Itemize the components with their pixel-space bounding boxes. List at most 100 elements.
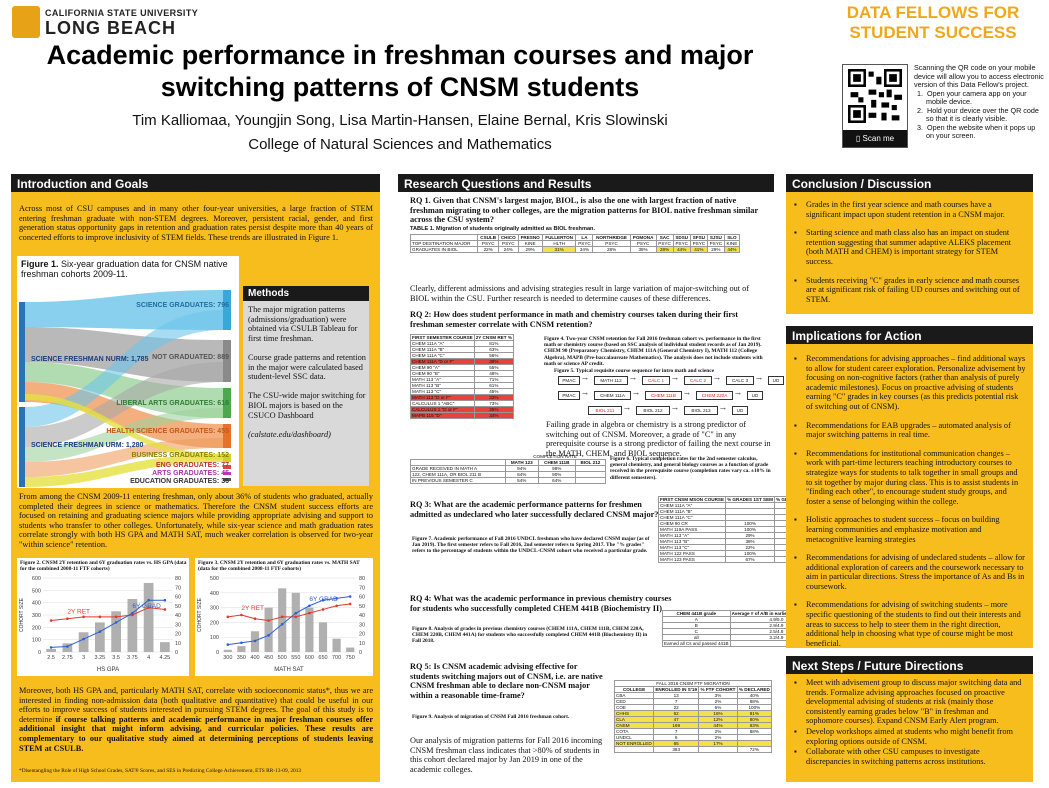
table-row: 383 72% (613, 746, 773, 753)
scan-me-bar: ▯ Scan me (843, 130, 907, 147)
lb-mark-icon (12, 6, 40, 38)
arrow-icon: → (735, 390, 741, 398)
series-point (280, 615, 284, 619)
cohort-bar (346, 647, 355, 652)
series-point (348, 602, 352, 606)
qr-intro: Scanning the QR code on your mobile devi… (914, 63, 1044, 89)
qr-instructions: Scanning the QR code on your mobile devi… (914, 63, 1044, 141)
implication-item: Recommendations for institutional commun… (794, 449, 1026, 507)
table-cell: PSYC (689, 240, 708, 247)
series-point (114, 621, 118, 624)
fig5-caption: Figure 5. Typical requisite course seque… (554, 368, 715, 374)
table-cell: TOP DESTINATION MAJOR (409, 240, 479, 247)
fig9-caption: Figure 9. Analysis of migration of CNSM … (412, 714, 570, 720)
methods-p2: Course grade patterns and retention in t… (248, 352, 366, 382)
implications-heading: Implications for Action (786, 326, 1033, 344)
table-header-cell: NORTHRIDGE (592, 234, 631, 241)
series-point (163, 598, 167, 602)
cohort-bar (127, 598, 138, 652)
table3-grid: MATH 123 CHEM 111B BIOL 212 GRADE RECEIVED … (410, 459, 607, 484)
research-panel: Research Questions and Results RQ 1. Giv… (398, 174, 856, 782)
series-point (147, 606, 150, 609)
table-cell: MATH 123 PASS (657, 556, 727, 563)
y-tick-label: 100 (32, 638, 41, 644)
fig2-caption: Figure 2. CNSM 2Y retention and 6Y gradu… (20, 560, 187, 573)
course-box: BIOL 213 (684, 406, 718, 415)
y-tick-label: 300 (32, 613, 41, 619)
sankey-right-3: LIBERAL ARTS GRADUATES: 616 (116, 400, 229, 407)
qr-code[interactable]: ▯ Scan me (842, 64, 908, 148)
table1-grid: CSULB CHICO FRESNO FULLERTON LA NORTHRIDGE POM… (409, 234, 741, 253)
table-cell: 67% (725, 556, 776, 563)
y2-tick-label: 50 (359, 604, 365, 610)
rq3: RQ 3: What are the academic performance … (410, 500, 659, 519)
x-tick-label: 3.5 (112, 655, 120, 661)
sankey-right-8: EDUCATION GRADUATES: 36 (130, 478, 229, 485)
table-row: TOP DESTINATION MAJOR PSYC PSYC KINE HLTH PSY… (409, 240, 741, 247)
table-cell: 54% (504, 477, 539, 484)
x-tick-label: 2.5 (47, 655, 55, 661)
methods-box: Methods The major migration patterns (ad… (243, 286, 369, 486)
page-title-2: switching patterns of CNSM students (160, 72, 640, 102)
badge-line1: DATA FELLOWS FOR (846, 3, 1020, 22)
y-tick-label: 600 (32, 576, 41, 582)
table-cell: 28% (592, 246, 631, 253)
arrow-icon: → (582, 375, 588, 383)
table-cell: 22% (477, 246, 499, 253)
table-cell: 34% (575, 246, 594, 253)
table-cell (698, 746, 738, 753)
sankey-left-2: SCIENCE FRESHMAN URM: 1,280 (31, 442, 144, 449)
y2-tick-label: 40 (359, 613, 365, 619)
methods-link[interactable]: (calstate.edu/dashboard) (248, 429, 331, 439)
series-point (226, 643, 230, 646)
fig8-caption: Figure 8. Analysis of grades in previous… (412, 626, 648, 645)
table1-title: TABLE 1. Migration of students originall… (410, 226, 596, 232)
fig3-panel: Figure 3. CNSM 2Y retention and 6Y gradu… (195, 558, 373, 676)
intro-p1: Across most of CSU campuses and in many … (19, 204, 373, 242)
x-tick-label: 3 (82, 655, 85, 661)
table-header-cell: CHICO (498, 234, 519, 241)
table-cell: 72% (736, 746, 773, 753)
series-point (131, 613, 134, 617)
fig7-caption: Figure 7. Academic performance of Fall 2… (412, 536, 650, 555)
fig1-caption: Figure 1. Six-year graduation data for C… (21, 259, 228, 279)
sankey-right-1: SCIENCE GRADUATES: 796 (136, 302, 229, 309)
cohort-bar (223, 649, 232, 652)
conclusion-panel: Conclusion / Discussion Grades in the fi… (786, 174, 1033, 314)
table-cell: 38% (629, 246, 657, 253)
table-header-cell: FIRST CNSM MSON COURSE (657, 496, 727, 503)
x-tick-label: 4.25 (160, 655, 171, 661)
intro-panel: Introduction and Goals Across most of CS… (11, 174, 380, 782)
y-tick-label: 0 (38, 650, 41, 656)
x-tick-label: 3.75 (127, 655, 138, 661)
x-tick-label: 650 (318, 655, 327, 661)
table-cell: 29% (706, 246, 725, 253)
table-cell: 44% (672, 246, 691, 253)
table-row: IN PREVIOUS SEMESTER C 54% 64% (410, 477, 607, 484)
table-cell: 41% (689, 246, 708, 253)
sankey-figure: Figure 1. Six-year graduation data for C… (17, 256, 239, 488)
table-row: MAPB 115 "D" 34% (410, 412, 514, 419)
course-box: UD (768, 376, 784, 385)
series-point (267, 634, 270, 637)
conclusion-list: Grades in the first year science and mat… (794, 200, 1026, 313)
table-row: CED 7 2% 88% (613, 698, 773, 705)
series-point (240, 641, 243, 645)
table3: COMPLETION RATE MATH 123 CHEM 111B BIOL 21… (410, 454, 610, 484)
intro-heading: Introduction and Goals (11, 174, 380, 192)
y-tick-label: 200 (210, 620, 219, 626)
rq1: RQ 1. Given that CNSM's largest major, B… (410, 196, 758, 225)
x-axis-label: HS GPA (97, 667, 119, 673)
rq2-text: Failing grade in algebra or chemistry is… (546, 420, 771, 458)
arrow-icon: → (684, 390, 690, 398)
cohort-bar (143, 582, 154, 652)
sankey-chart (19, 290, 231, 487)
hs-gpa-chart: 0 100 200 300 400 500 600 0 10 20 30 40 50 60 70 80 2.5 2… (19, 576, 181, 673)
y2-tick-label: 10 (175, 641, 181, 647)
course-box: CALC 2 (684, 376, 712, 385)
implication-item: Recommendations for EAB upgrades – autom… (794, 421, 1026, 440)
table-header-cell: % FTF COHORT (698, 686, 738, 693)
y2-tick-label: 80 (175, 576, 181, 582)
series-line-1 (227, 596, 351, 646)
series-point (82, 637, 85, 641)
